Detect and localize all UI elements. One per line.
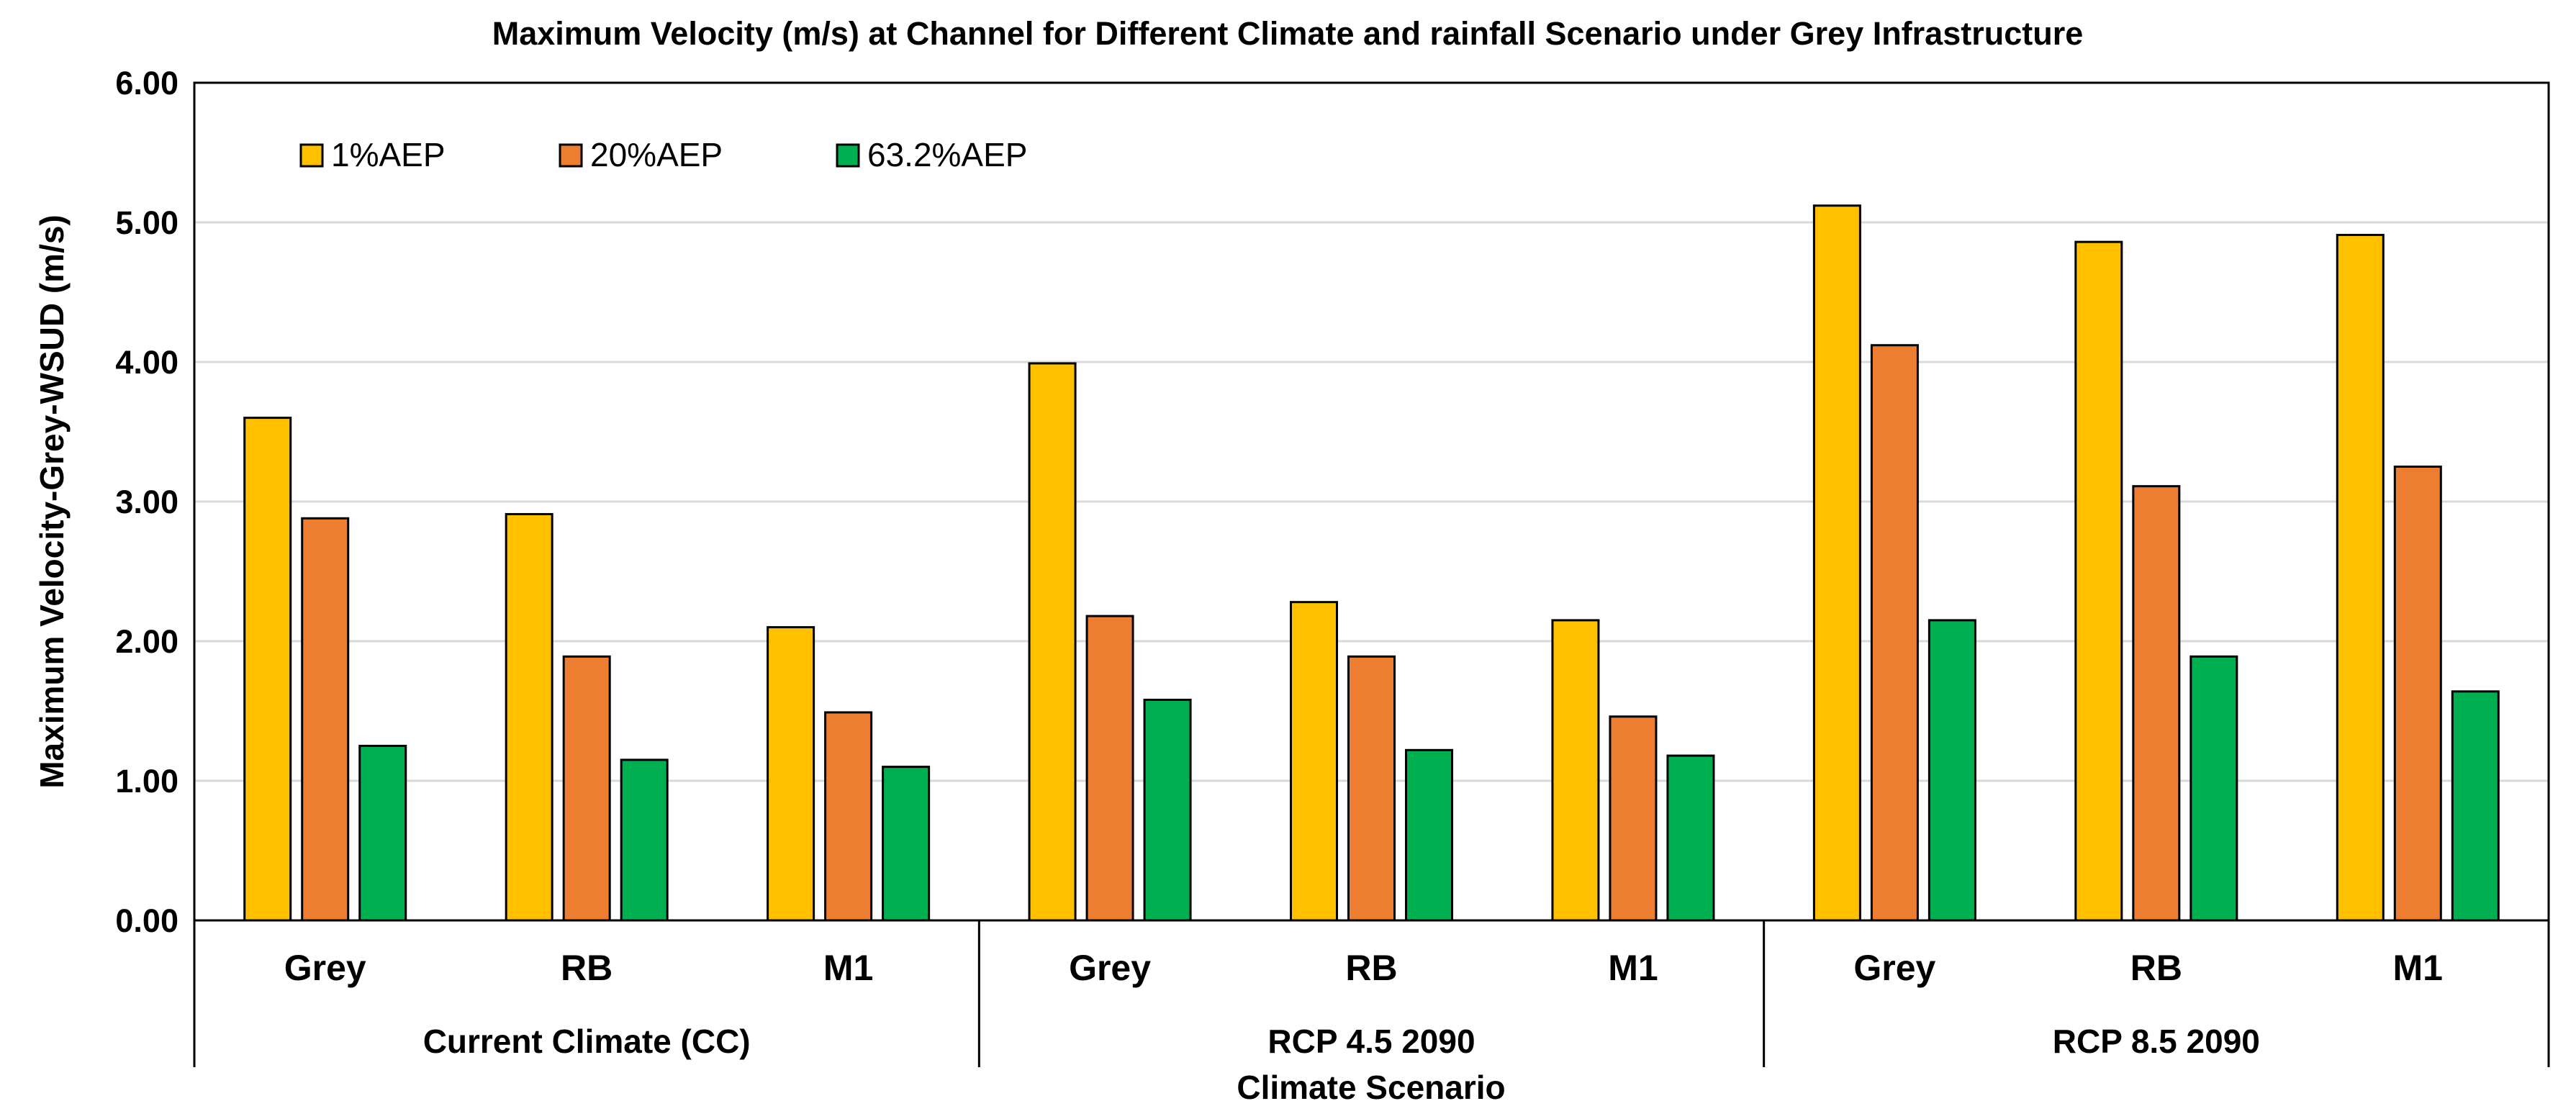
chart-title: Maximum Velocity (m/s) at Channel for Di…: [492, 15, 2084, 52]
y-tick-label: 1.00: [115, 763, 178, 799]
bar-1-aep-0: [243, 417, 292, 922]
x-category-label: M1: [2393, 948, 2443, 988]
legend: 1%AEP 20%AEP 63.2%AEP: [299, 136, 1027, 173]
legend-swatch: [299, 143, 324, 168]
y-axis-label: Maximum Velocity-Grey-WSUD (m/s): [33, 214, 71, 789]
x-category-label: RB: [2130, 948, 2182, 988]
bar-20-aep-3: [1085, 615, 1134, 922]
x-category-label: RB: [561, 948, 613, 988]
x-axis-label: Climate Scenario: [1237, 1069, 1505, 1106]
legend-swatch: [836, 143, 860, 168]
x-category-label: Grey: [1069, 948, 1151, 988]
bar-20-aep-5: [1609, 715, 1658, 922]
bar-63-2-aep-1: [620, 758, 669, 922]
x-category-label: RB: [1345, 948, 1397, 988]
bar-63-2-aep-0: [358, 745, 407, 922]
legend-label: 1%AEP: [331, 136, 446, 173]
bar-20-aep-4: [1347, 655, 1396, 922]
y-tick-label: 2.00: [115, 623, 178, 660]
legend-swatch: [559, 143, 583, 168]
x-category-label: Grey: [284, 948, 366, 988]
x-category-label: M1: [823, 948, 873, 988]
bar-1-aep-6: [1812, 204, 1861, 922]
bar-1-aep-7: [2074, 240, 2123, 922]
bar-20-aep-8: [2393, 466, 2442, 922]
bar-1-aep-5: [1551, 619, 1600, 922]
x-group-label: RCP 4.5 2090: [1267, 1023, 1475, 1060]
bar-1-aep-4: [1290, 601, 1338, 922]
x-category-label: Grey: [1853, 948, 1935, 988]
bar-20-aep-1: [562, 655, 611, 922]
y-tick-label: 5.00: [115, 204, 178, 241]
x-group-label: RCP 8.5 2090: [2053, 1023, 2260, 1060]
bars: [243, 204, 2500, 922]
bar-1-aep-8: [2336, 233, 2385, 922]
y-tick-label: 4.00: [115, 344, 178, 381]
y-tick-labels: 0.00 1.00 2.00 3.00 4.00 5.00 6.00: [115, 65, 178, 939]
legend-label: 20%AEP: [590, 136, 723, 173]
bar-63-2-aep-2: [882, 766, 931, 922]
bar-63-2-aep-5: [1666, 754, 1715, 922]
bar-20-aep-7: [2132, 485, 2181, 922]
bar-20-aep-0: [301, 517, 350, 922]
bar-63-2-aep-7: [2189, 655, 2238, 922]
bar-1-aep-1: [505, 512, 553, 922]
bar-20-aep-6: [1870, 344, 1919, 922]
y-tick-label: 0.00: [115, 902, 178, 939]
bar-63-2-aep-3: [1143, 698, 1192, 922]
x-axis: Grey RB M1 Grey RB M1 Grey RB M1 Current Climate …: [193, 920, 2550, 1067]
y-tick-label: 6.00: [115, 65, 178, 101]
bar-63-2-aep-6: [1928, 619, 1976, 922]
x-category-label: M1: [1608, 948, 1658, 988]
bar-20-aep-2: [824, 711, 873, 922]
x-group-label: Current Climate (CC): [423, 1023, 751, 1060]
bar-63-2-aep-4: [1405, 748, 1453, 922]
bar-1-aep-2: [767, 626, 815, 922]
plot-area-frame: [193, 81, 2550, 922]
y-tick-label: 3.00: [115, 484, 178, 520]
legend-label: 63.2%AEP: [867, 136, 1027, 173]
bar-63-2-aep-8: [2451, 690, 2500, 922]
bar-1-aep-3: [1028, 362, 1077, 922]
